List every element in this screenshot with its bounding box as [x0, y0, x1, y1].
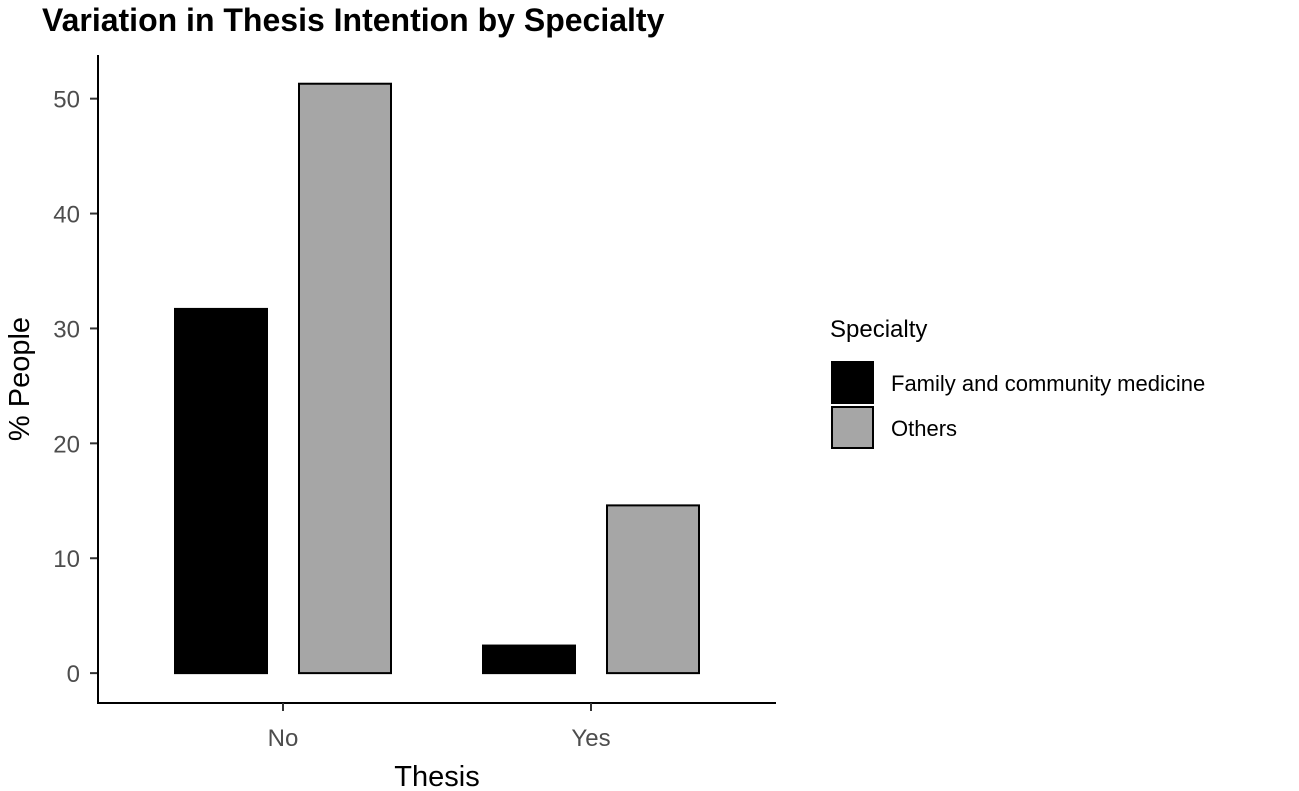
chart-title: Variation in Thesis Intention by Special… — [42, 2, 665, 38]
bar — [298, 82, 392, 675]
y-axis-ticks: 0 10 20 30 40 50 — [53, 87, 98, 688]
y-tick-label: 40 — [53, 202, 80, 229]
legend-title: Specialty — [830, 316, 927, 343]
x-tick-label: Yes — [571, 725, 610, 752]
bar — [482, 644, 576, 675]
x-axis-ticks: No Yes — [268, 703, 611, 752]
y-tick-label: 30 — [53, 316, 80, 343]
legend-label: Others — [891, 416, 957, 441]
y-tick-label: 0 — [67, 661, 80, 688]
y-tick-label: 10 — [53, 546, 80, 573]
x-tick-label: No — [268, 725, 299, 752]
bar — [174, 307, 268, 675]
y-axis-title: % People — [4, 317, 36, 441]
legend-swatch — [831, 406, 874, 449]
y-tick-label: 20 — [53, 431, 80, 458]
legend-swatch — [831, 361, 874, 404]
x-axis-title: Thesis — [394, 761, 479, 791]
y-tick-label: 50 — [53, 87, 80, 114]
legend: Specialty Family and community medicine O… — [830, 316, 1205, 449]
bar — [606, 504, 700, 675]
bars — [174, 82, 700, 675]
legend-label: Family and community medicine — [891, 371, 1205, 396]
plot-area: 0 10 20 30 40 50 No Yes — [53, 55, 776, 752]
